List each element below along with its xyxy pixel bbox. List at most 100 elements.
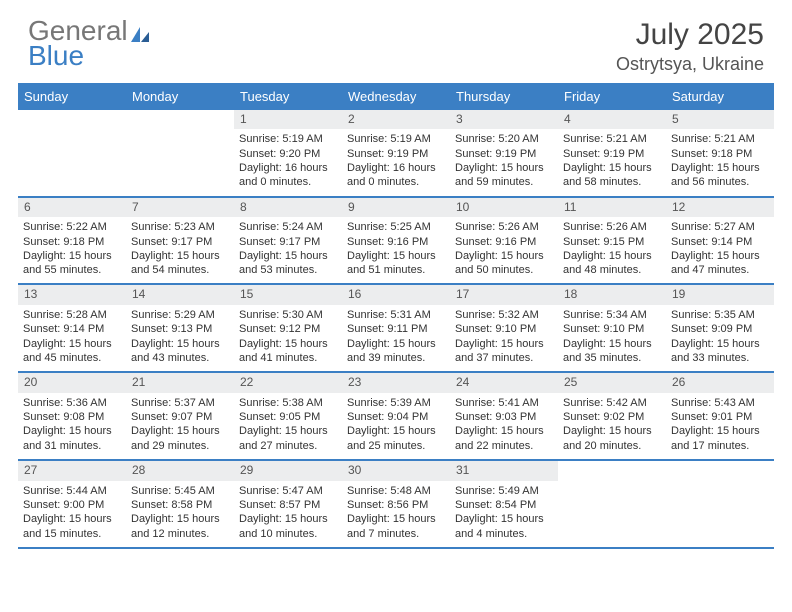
- daylight-line: Daylight: 15 hours and 12 minutes.: [131, 512, 229, 541]
- daylight-line: Daylight: 15 hours and 25 minutes.: [347, 424, 445, 453]
- day-detail-row: Sunrise: 5:22 AMSunset: 9:18 PMDaylight:…: [18, 217, 774, 283]
- day-cell: Sunrise: 5:39 AMSunset: 9:04 PMDaylight:…: [342, 393, 450, 459]
- location: Ostrytsya, Ukraine: [616, 54, 764, 75]
- day-cell: Sunrise: 5:28 AMSunset: 9:14 PMDaylight:…: [18, 305, 126, 371]
- day-cell: Sunrise: 5:32 AMSunset: 9:10 PMDaylight:…: [450, 305, 558, 371]
- day-cell: Sunrise: 5:21 AMSunset: 9:19 PMDaylight:…: [558, 129, 666, 195]
- daylight-line: Daylight: 15 hours and 58 minutes.: [563, 161, 661, 190]
- daylight-line: Daylight: 15 hours and 22 minutes.: [455, 424, 553, 453]
- day-number: 9: [342, 198, 450, 218]
- day-number: 25: [558, 373, 666, 393]
- day-number: 28: [126, 461, 234, 481]
- sunset-line: Sunset: 8:54 PM: [455, 498, 553, 512]
- sunrise-line: Sunrise: 5:49 AM: [455, 484, 553, 498]
- sunrise-line: Sunrise: 5:36 AM: [23, 396, 121, 410]
- sunrise-line: Sunrise: 5:23 AM: [131, 220, 229, 234]
- sunset-line: Sunset: 9:02 PM: [563, 410, 661, 424]
- sunset-line: Sunset: 9:13 PM: [131, 322, 229, 336]
- day-cell: Sunrise: 5:48 AMSunset: 8:56 PMDaylight:…: [342, 481, 450, 547]
- day-number: 26: [666, 373, 774, 393]
- day-number: 27: [18, 461, 126, 481]
- daylight-line: Daylight: 15 hours and 17 minutes.: [671, 424, 769, 453]
- week: 12345Sunrise: 5:19 AMSunset: 9:20 PMDayl…: [18, 110, 774, 198]
- sunrise-line: Sunrise: 5:24 AM: [239, 220, 337, 234]
- sunrise-line: Sunrise: 5:20 AM: [455, 132, 553, 146]
- day-cell: Sunrise: 5:41 AMSunset: 9:03 PMDaylight:…: [450, 393, 558, 459]
- daylight-line: Daylight: 16 hours and 0 minutes.: [347, 161, 445, 190]
- sunrise-line: Sunrise: 5:28 AM: [23, 308, 121, 322]
- day-number: 10: [450, 198, 558, 218]
- day-cell: Sunrise: 5:49 AMSunset: 8:54 PMDaylight:…: [450, 481, 558, 547]
- sunrise-line: Sunrise: 5:32 AM: [455, 308, 553, 322]
- title-block: July 2025 Ostrytsya, Ukraine: [616, 18, 764, 75]
- day-cell: Sunrise: 5:35 AMSunset: 9:09 PMDaylight:…: [666, 305, 774, 371]
- sunrise-line: Sunrise: 5:31 AM: [347, 308, 445, 322]
- sunset-line: Sunset: 9:19 PM: [563, 147, 661, 161]
- sunset-line: Sunset: 9:19 PM: [455, 147, 553, 161]
- day-number: [666, 461, 774, 481]
- day-header: Friday: [558, 85, 666, 110]
- daylight-line: Daylight: 15 hours and 50 minutes.: [455, 249, 553, 278]
- day-cell: Sunrise: 5:26 AMSunset: 9:16 PMDaylight:…: [450, 217, 558, 283]
- month-year: July 2025: [616, 18, 764, 52]
- day-number: [558, 461, 666, 481]
- day-cell: Sunrise: 5:36 AMSunset: 9:08 PMDaylight:…: [18, 393, 126, 459]
- day-number: 4: [558, 110, 666, 130]
- logo-text-2: Blue: [28, 43, 152, 68]
- daylight-line: Daylight: 16 hours and 0 minutes.: [239, 161, 337, 190]
- daylight-line: Daylight: 15 hours and 20 minutes.: [563, 424, 661, 453]
- daylight-line: Daylight: 15 hours and 43 minutes.: [131, 337, 229, 366]
- sunrise-line: Sunrise: 5:19 AM: [347, 132, 445, 146]
- sunrise-line: Sunrise: 5:21 AM: [671, 132, 769, 146]
- sunset-line: Sunset: 9:03 PM: [455, 410, 553, 424]
- day-cell: Sunrise: 5:26 AMSunset: 9:15 PMDaylight:…: [558, 217, 666, 283]
- daylight-line: Daylight: 15 hours and 45 minutes.: [23, 337, 121, 366]
- day-cell: Sunrise: 5:38 AMSunset: 9:05 PMDaylight:…: [234, 393, 342, 459]
- sunset-line: Sunset: 9:04 PM: [347, 410, 445, 424]
- daylight-line: Daylight: 15 hours and 56 minutes.: [671, 161, 769, 190]
- day-header: Tuesday: [234, 85, 342, 110]
- sunrise-line: Sunrise: 5:27 AM: [671, 220, 769, 234]
- sunset-line: Sunset: 9:20 PM: [239, 147, 337, 161]
- sunset-line: Sunset: 8:56 PM: [347, 498, 445, 512]
- logo: GeneralBlue: [28, 18, 152, 68]
- day-header: Thursday: [450, 85, 558, 110]
- day-number: 3: [450, 110, 558, 130]
- sunset-line: Sunset: 9:10 PM: [563, 322, 661, 336]
- day-number: 19: [666, 285, 774, 305]
- day-number: 17: [450, 285, 558, 305]
- day-header: Wednesday: [342, 85, 450, 110]
- day-number: 8: [234, 198, 342, 218]
- sunset-line: Sunset: 9:18 PM: [671, 147, 769, 161]
- sunset-line: Sunset: 9:16 PM: [347, 235, 445, 249]
- day-detail-row: Sunrise: 5:44 AMSunset: 9:00 PMDaylight:…: [18, 481, 774, 547]
- daylight-line: Daylight: 15 hours and 59 minutes.: [455, 161, 553, 190]
- day-number: 15: [234, 285, 342, 305]
- daylight-line: Daylight: 15 hours and 39 minutes.: [347, 337, 445, 366]
- day-cell: Sunrise: 5:44 AMSunset: 9:00 PMDaylight:…: [18, 481, 126, 547]
- sunrise-line: Sunrise: 5:35 AM: [671, 308, 769, 322]
- day-cell: Sunrise: 5:43 AMSunset: 9:01 PMDaylight:…: [666, 393, 774, 459]
- sunset-line: Sunset: 9:01 PM: [671, 410, 769, 424]
- sunrise-line: Sunrise: 5:47 AM: [239, 484, 337, 498]
- sunset-line: Sunset: 9:17 PM: [239, 235, 337, 249]
- daylight-line: Daylight: 15 hours and 54 minutes.: [131, 249, 229, 278]
- day-cell: [18, 129, 126, 195]
- sunrise-line: Sunrise: 5:21 AM: [563, 132, 661, 146]
- day-cell: Sunrise: 5:24 AMSunset: 9:17 PMDaylight:…: [234, 217, 342, 283]
- calendar: SundayMondayTuesdayWednesdayThursdayFrid…: [18, 83, 774, 549]
- daylight-line: Daylight: 15 hours and 7 minutes.: [347, 512, 445, 541]
- day-number: 1: [234, 110, 342, 130]
- sunset-line: Sunset: 9:14 PM: [671, 235, 769, 249]
- sunrise-line: Sunrise: 5:48 AM: [347, 484, 445, 498]
- week: 20212223242526Sunrise: 5:36 AMSunset: 9:…: [18, 373, 774, 461]
- daylight-line: Daylight: 15 hours and 51 minutes.: [347, 249, 445, 278]
- daylight-line: Daylight: 15 hours and 27 minutes.: [239, 424, 337, 453]
- day-number-row: 6789101112: [18, 198, 774, 218]
- day-header: Monday: [126, 85, 234, 110]
- day-number: [126, 110, 234, 130]
- day-cell: Sunrise: 5:23 AMSunset: 9:17 PMDaylight:…: [126, 217, 234, 283]
- day-number: 30: [342, 461, 450, 481]
- day-cell: Sunrise: 5:20 AMSunset: 9:19 PMDaylight:…: [450, 129, 558, 195]
- daylight-line: Daylight: 15 hours and 35 minutes.: [563, 337, 661, 366]
